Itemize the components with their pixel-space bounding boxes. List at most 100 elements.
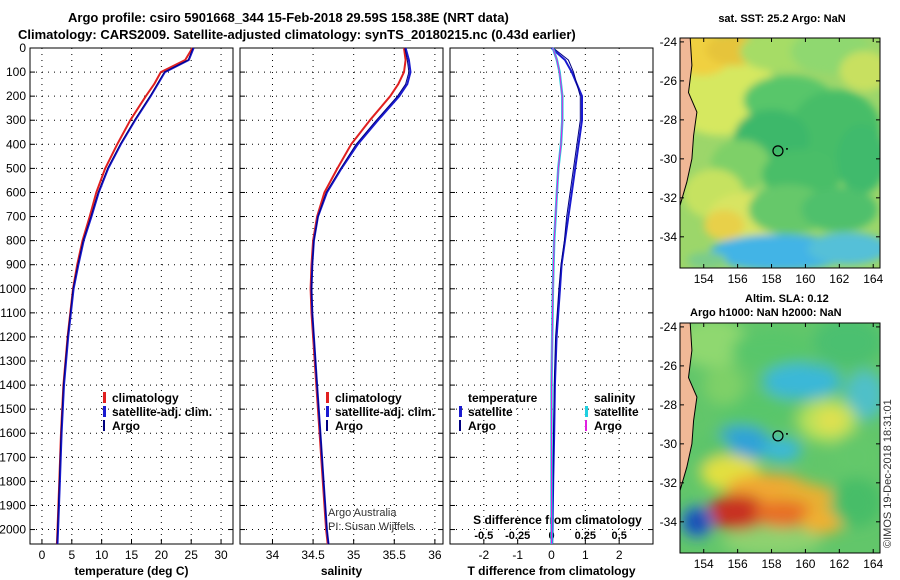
field-patch	[807, 232, 880, 265]
depth-tick-label: 1200	[0, 330, 26, 344]
s-diff-tick-label: 0.25	[575, 530, 596, 542]
x-tick-label: -2	[478, 548, 489, 562]
map-color-field	[680, 323, 880, 553]
map-lon-label: 160	[795, 272, 815, 286]
profile-location-marker	[772, 430, 784, 442]
x-tick-label: 34.5	[301, 548, 325, 562]
x-tick-label: -1	[512, 548, 523, 562]
x-tick-label: 15	[125, 548, 139, 562]
map-lon-label: 156	[728, 557, 748, 571]
x-tick-label: 35	[347, 548, 361, 562]
depth-tick-label: 400	[6, 137, 26, 151]
float-track-dot	[785, 432, 788, 435]
field-patch	[815, 408, 846, 433]
field-patch	[839, 51, 880, 92]
salinity-climatology-line	[309, 47, 407, 545]
s-diff-tick-label: -0.5	[474, 530, 493, 542]
map-lat-label: -28	[660, 398, 678, 412]
x-tick-label: 5	[68, 548, 75, 562]
plot-frame	[239, 47, 444, 545]
map-field	[680, 38, 880, 268]
title-line-1: Argo profile: csiro 5901668_344 15-Feb-2…	[68, 10, 509, 25]
map-lat-label: -34	[660, 515, 678, 529]
field-patch	[800, 509, 845, 534]
field-patch	[831, 432, 880, 483]
field-patch	[761, 437, 802, 462]
map-field	[680, 323, 880, 553]
x-tick-label: 30	[214, 548, 228, 562]
map-lat-label: -30	[660, 152, 678, 166]
field-patch	[688, 513, 705, 530]
depth-tick-label: 1500	[0, 402, 26, 416]
salinity-satellite-line	[310, 47, 412, 545]
legend-sal-satellite-label: satellite	[594, 405, 639, 419]
map-lat-label: -26	[660, 359, 678, 373]
map-lat-label: -28	[660, 113, 678, 127]
map-lat-label: -34	[660, 230, 678, 244]
x-tick-label: 34	[266, 548, 280, 562]
map-lon-label: 156	[728, 272, 748, 286]
depth-tick-label: 1600	[0, 426, 26, 440]
profile-panel-1	[29, 47, 234, 545]
map-lat-label: -24	[660, 35, 678, 49]
x-tick-label: 10	[95, 548, 109, 562]
map-lon-label: 164	[863, 557, 883, 571]
field-patch	[762, 363, 843, 400]
legend-temp-argo-label: Argo	[468, 419, 496, 433]
difference-series	[550, 47, 583, 545]
legend-satellite-swatch	[103, 406, 106, 417]
x-tick-label: 36	[428, 548, 442, 562]
title-line-2: Climatology: CARS2009. Satellite-adjuste…	[18, 27, 576, 42]
depth-tick-label: 900	[6, 258, 26, 272]
depth-tick-label: 1700	[0, 450, 26, 464]
depth-tick-label: 800	[6, 234, 26, 248]
map-lat-label: -30	[660, 437, 678, 451]
field-patch	[704, 210, 745, 241]
s-difference-tick-labels: -0.5 -0.25 0 0.25 0.5	[474, 530, 626, 542]
map-lon-label: 158	[762, 557, 782, 571]
legend-climatology-swatch	[326, 392, 329, 403]
legend-temperature: climatology satellite-adj. clim. Argo	[103, 391, 212, 433]
map-lat-label: -24	[660, 320, 678, 334]
map-lon-label: 158	[762, 272, 782, 286]
profile-location-marker	[772, 145, 784, 157]
x-axis-labels-2: 34 34.5 35 35.5 36	[266, 548, 442, 562]
depth-tick-label: 300	[6, 113, 26, 127]
float-track-dot	[785, 147, 788, 150]
land-mass	[680, 323, 697, 553]
legend-sal-satellite-swatch	[585, 406, 588, 417]
field-patch	[704, 365, 745, 406]
legend-satellite-label: satellite-adj. clim.	[335, 405, 435, 419]
depth-axis-labels: 0 100 200 300 400 500 600 700 800 900 1000 1100 1200…	[0, 41, 26, 537]
depth-tick-label: 1300	[0, 354, 26, 368]
temperature-series	[55, 47, 195, 545]
x-tick-label: 0	[39, 548, 46, 562]
depth-tick-label: 0	[19, 41, 26, 55]
credit-line-2: PI: Susan Wijffels	[328, 521, 414, 533]
map-lon-label: 162	[829, 557, 849, 571]
legend-temp-satellite-swatch	[459, 406, 462, 417]
sst-map-title: sat. SST: 25.2 Argo: NaN	[718, 13, 845, 25]
legend-argo-label: Argo	[335, 419, 363, 433]
legend-temp-header: temperature	[468, 391, 538, 405]
x-tick-label: 1	[582, 548, 589, 562]
legend-argo-swatch	[103, 420, 105, 431]
profile-panel-2	[239, 47, 444, 545]
x-tick-label: 0	[548, 548, 555, 562]
field-patch	[680, 323, 748, 368]
legend-temp-argo-swatch	[459, 420, 461, 431]
depth-tick-label: 1400	[0, 378, 26, 392]
legend-satellite-swatch	[326, 406, 329, 417]
sal-diff-argo-line	[551, 47, 563, 544]
map-lon-label: 160	[795, 557, 815, 571]
map-lat-label: -32	[660, 191, 678, 205]
depth-tick-label: 1000	[0, 282, 26, 296]
field-patch	[801, 187, 878, 232]
depth-tick-label: 1100	[0, 306, 26, 320]
map-2: 154 156 158 160 162 164 -24 -26 -28 -30 -32 -34	[660, 320, 884, 571]
salinity-argo-line	[311, 47, 410, 545]
legend-climatology-label: climatology	[112, 391, 179, 405]
t-difference-axis-label: T difference from climatology	[467, 564, 635, 578]
map-lon-label: 164	[863, 272, 883, 286]
